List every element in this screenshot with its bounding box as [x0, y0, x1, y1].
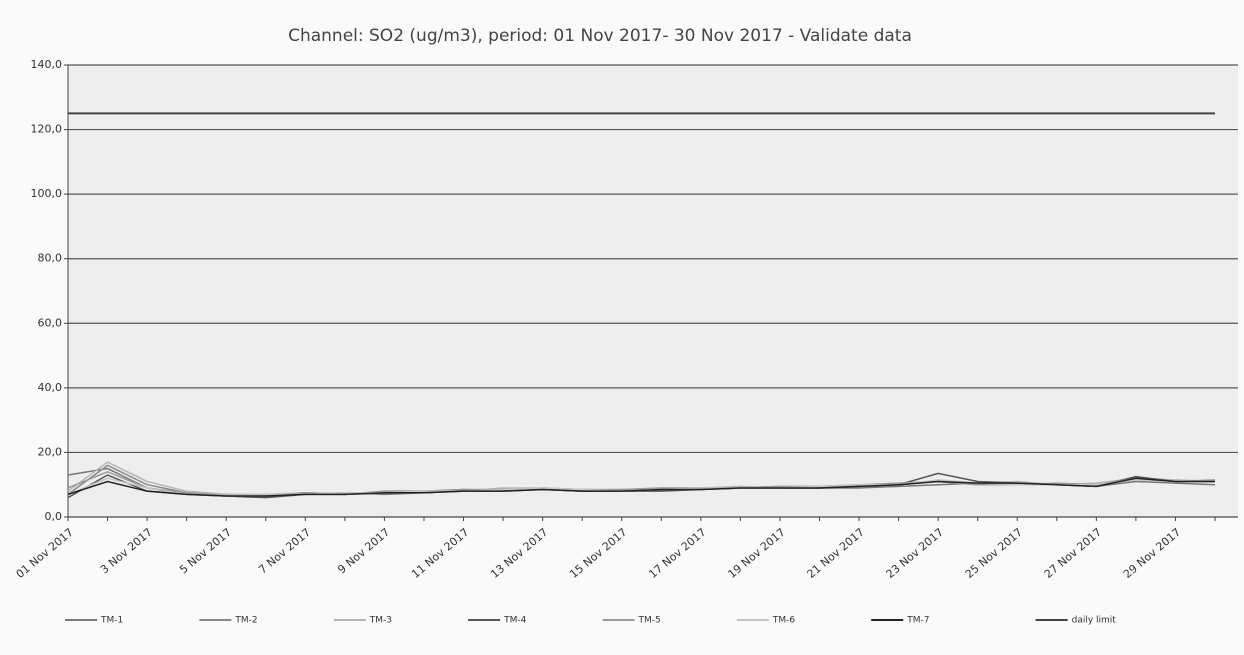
x-tick-label: 15 Nov 2017: [567, 526, 629, 581]
x-tick-label: 17 Nov 2017: [646, 526, 708, 581]
y-tick-label: 40,0: [38, 381, 63, 394]
x-tick-label: 13 Nov 2017: [488, 526, 550, 581]
chart-title: Channel: SO2 (ug/m3), period: 01 Nov 201…: [288, 26, 912, 46]
legend-label: TM-7: [906, 616, 929, 626]
x-tick-label: 21 Nov 2017: [805, 526, 867, 581]
x-tick-label: 01 Nov 2017: [14, 526, 76, 581]
plot-area: [68, 65, 1238, 517]
series-line: [67, 477, 1215, 497]
x-tick-label: 3 Nov 2017: [98, 526, 155, 577]
legend-label: TM-3: [369, 616, 392, 626]
x-tick-label: 29 Nov 2017: [1121, 526, 1183, 581]
y-tick-label: 140,0: [31, 58, 63, 71]
x-tick-label: 19 Nov 2017: [725, 526, 787, 581]
y-tick-label: 120,0: [31, 123, 63, 136]
legend-label: daily limit: [1072, 616, 1117, 626]
x-tick-label: 5 Nov 2017: [177, 526, 234, 577]
y-tick-label: 0,0: [45, 510, 63, 523]
legend-label: TM-4: [503, 616, 527, 626]
legend-label: TM-2: [234, 616, 257, 626]
x-tick-label: 7 Nov 2017: [256, 526, 313, 577]
legend-label: TM-1: [100, 616, 123, 626]
x-tick-label: 23 Nov 2017: [884, 526, 946, 581]
x-tick-label: 27 Nov 2017: [1042, 526, 1104, 581]
x-tick-label: 9 Nov 2017: [335, 526, 392, 577]
legend-label: TM-5: [638, 616, 661, 626]
legend-label: TM-6: [772, 616, 796, 626]
y-tick-label: 80,0: [38, 252, 63, 265]
x-tick-label: 11 Nov 2017: [409, 526, 471, 581]
x-tick-label: 25 Nov 2017: [963, 526, 1025, 581]
y-tick-label: 20,0: [38, 445, 63, 458]
y-tick-label: 100,0: [31, 187, 63, 200]
y-tick-label: 60,0: [38, 316, 63, 329]
